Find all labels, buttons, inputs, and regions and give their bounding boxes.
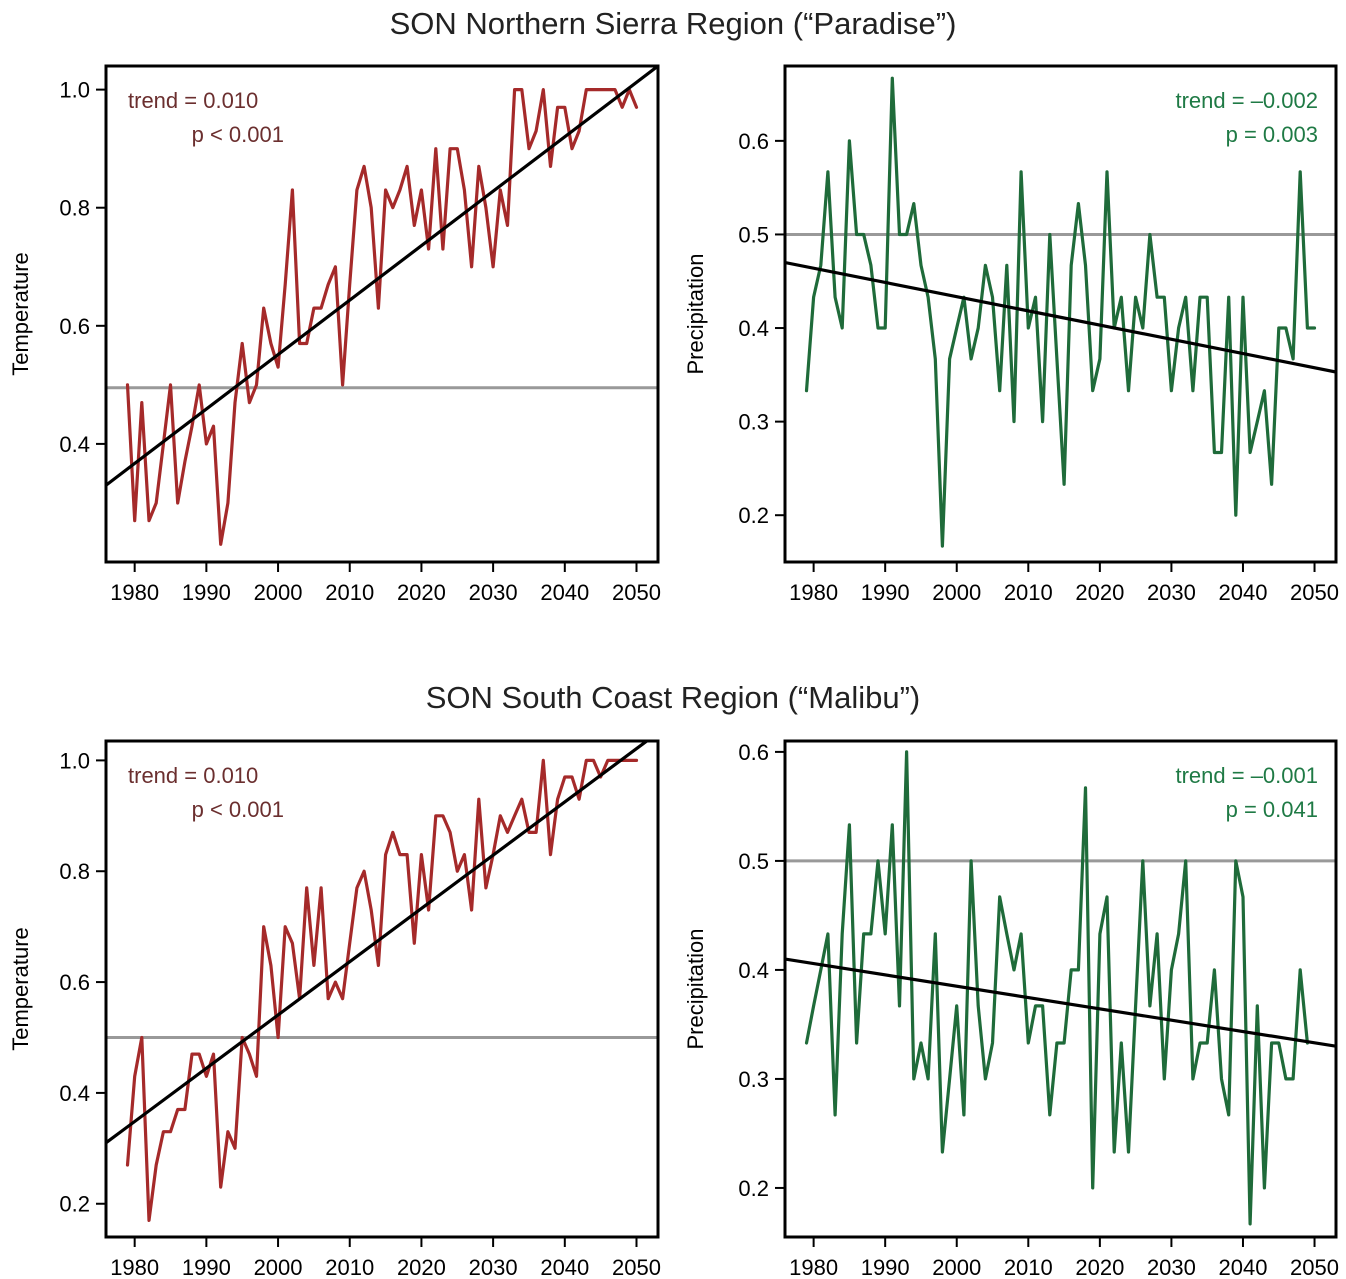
y-tick-label: 0.2: [59, 1192, 90, 1217]
y-tick-label: 0.5: [738, 849, 769, 874]
x-tick-label: 2030: [469, 580, 518, 605]
x-tick-label: 1980: [110, 1255, 159, 1279]
y-tick-label: 0.6: [738, 740, 769, 765]
x-tick-label: 2010: [325, 1255, 374, 1279]
y-tick-label: 0.4: [59, 1081, 90, 1106]
paradise-precipitation-chart: 1980 1990 2000 2010 2020 2030 2040 2050 0.2 0.3 0.…: [683, 64, 1339, 605]
x-tick-label: 1990: [861, 1255, 910, 1279]
y-tick-label: 0.4: [59, 432, 90, 457]
y-axis-title: Temperature: [8, 927, 33, 1051]
x-tick-label: 2020: [397, 580, 446, 605]
x-tick-label: 1990: [182, 1255, 231, 1279]
trend-line: [106, 66, 658, 487]
p-value-annotation: p = 0.041: [1226, 797, 1318, 822]
trend-line: [106, 741, 650, 1145]
p-value-annotation: p = 0.003: [1226, 122, 1318, 147]
x-tick-label: 2040: [1218, 580, 1267, 605]
p-value-annotation: p < 0.001: [192, 122, 284, 147]
x-tick-label: 2040: [540, 1255, 589, 1279]
series-line: [125, 758, 639, 1223]
y-tick-label: 0.3: [738, 410, 769, 435]
y-tick-label: 0.6: [59, 970, 90, 995]
y-tick-label: 0.5: [738, 222, 769, 247]
x-tick-label: 2000: [254, 580, 303, 605]
x-tick-label: 2040: [540, 580, 589, 605]
y-tick-label: 0.4: [738, 958, 769, 983]
trend-annotation: trend = 0.010: [128, 88, 258, 113]
trend-line: [785, 957, 1336, 1048]
x-tick-label: 2040: [1218, 1255, 1267, 1279]
y-tick-label: 0.8: [59, 859, 90, 884]
p-value-annotation: p < 0.001: [192, 797, 284, 822]
y-tick-label: 1.0: [59, 78, 90, 103]
x-tick-label: 2000: [254, 1255, 303, 1279]
plot-frame: [104, 64, 660, 564]
plot-frame: [783, 739, 1338, 1239]
y-tick-label: 0.8: [59, 196, 90, 221]
x-tick-label: 2050: [612, 580, 661, 605]
x-tick-label: 2030: [1147, 580, 1196, 605]
x-tick-label: 2010: [325, 580, 374, 605]
y-axis-title: Precipitation: [683, 928, 708, 1049]
series-line: [804, 76, 1317, 548]
x-tick-label: 2050: [1290, 1255, 1339, 1279]
x-tick-label: 1980: [789, 580, 838, 605]
y-tick-label: 0.6: [738, 129, 769, 154]
trend-annotation: trend = –0.001: [1175, 763, 1318, 788]
malibu-temperature-chart: 1980 1990 2000 2010 2020 2030 2040 2050 0.2 0.4 0.…: [8, 739, 661, 1279]
x-tick-label: 2000: [932, 580, 981, 605]
y-axis-title: Temperature: [8, 252, 33, 376]
y-tick-label: 0.3: [738, 1067, 769, 1092]
x-tick-label: 2050: [612, 1255, 661, 1279]
x-tick-label: 2030: [1147, 1255, 1196, 1279]
x-tick-label: 1990: [182, 580, 231, 605]
x-tick-label: 2050: [1290, 580, 1339, 605]
y-tick-label: 0.6: [59, 314, 90, 339]
x-tick-label: 2010: [1004, 580, 1053, 605]
paradise-temperature-chart: 1980 1990 2000 2010 2020 2030 2040 2050 0.4 0.6 0.…: [8, 64, 661, 605]
x-tick-label: 2000: [932, 1255, 981, 1279]
x-tick-label: 1980: [110, 580, 159, 605]
y-tick-label: 1.0: [59, 748, 90, 773]
x-tick-label: 2030: [469, 1255, 518, 1279]
y-tick-label: 0.4: [738, 316, 769, 341]
x-tick-label: 1990: [861, 580, 910, 605]
plot-frame: [783, 64, 1338, 564]
x-tick-label: 2020: [1075, 580, 1124, 605]
y-axis-title: Precipitation: [683, 253, 708, 374]
trend-line: [785, 260, 1336, 374]
title-paradise: SON Northern Sierra Region (“Paradise”): [389, 6, 957, 41]
plot-frame: [104, 739, 660, 1239]
trend-annotation: trend = 0.010: [128, 763, 258, 788]
x-tick-label: 2010: [1004, 1255, 1053, 1279]
x-tick-label: 2020: [1075, 1255, 1124, 1279]
y-tick-label: 0.2: [738, 503, 769, 528]
title-malibu: SON South Coast Region (“Malibu”): [425, 680, 921, 715]
y-tick-label: 0.2: [738, 1176, 769, 1201]
x-tick-label: 2020: [397, 1255, 446, 1279]
trend-annotation: trend = –0.002: [1175, 88, 1318, 113]
x-tick-label: 1980: [789, 1255, 838, 1279]
malibu-precipitation-chart: 1980 1990 2000 2010 2020 2030 2040 2050 0.2 0.3 0.…: [683, 739, 1339, 1279]
series-line: [125, 87, 639, 546]
series-line: [804, 750, 1310, 1226]
